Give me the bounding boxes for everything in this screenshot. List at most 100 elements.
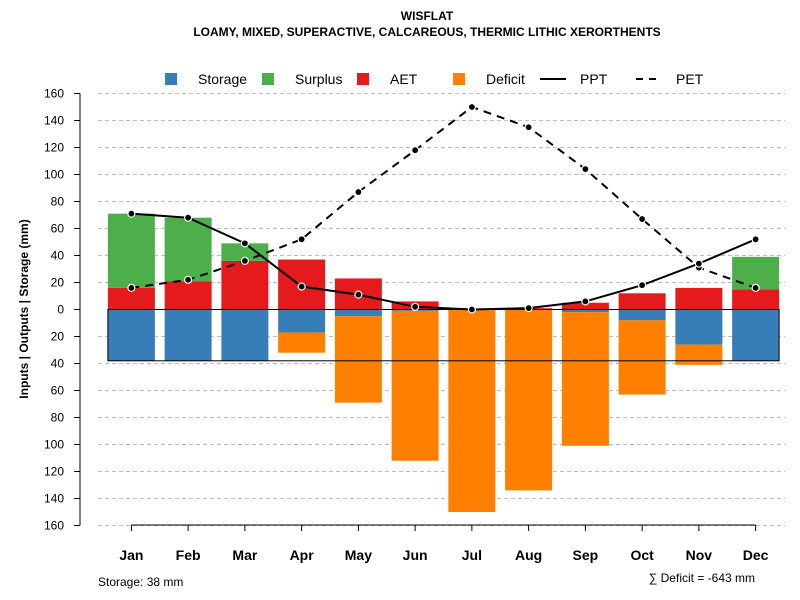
x-tick-label: Jul <box>462 547 482 563</box>
y-tick-label: 40 <box>51 249 65 263</box>
x-tick-label: Aug <box>515 547 542 563</box>
pet-point <box>581 165 590 174</box>
pet-point <box>411 146 420 155</box>
pet-point <box>184 275 193 284</box>
ppt-point <box>581 297 590 306</box>
y-tick-label: 20 <box>51 330 65 344</box>
ppt-point <box>184 213 193 222</box>
legend-storage-label: Storage <box>198 71 247 87</box>
chart-subtitle: LOAMY, MIXED, SUPERACTIVE, CALCAREOUS, T… <box>193 25 660 39</box>
storage-bar <box>221 309 269 361</box>
ppt-line <box>131 212 757 311</box>
aet-bar <box>164 281 212 310</box>
y-tick-label: 80 <box>51 195 65 209</box>
bars <box>107 213 780 512</box>
x-tick-label: Apr <box>290 547 315 563</box>
deficit-bar <box>278 332 326 353</box>
y-tick-label: 0 <box>57 303 64 317</box>
storage-note: Storage: 38 mm <box>98 575 183 589</box>
storage-bar <box>561 309 609 313</box>
lines <box>127 102 760 314</box>
storage-bar <box>618 309 666 321</box>
legend-surplus-swatch <box>262 73 274 85</box>
pet-point <box>467 102 476 112</box>
legend-ppt-label: PPT <box>580 71 608 87</box>
ppt-point <box>411 302 420 311</box>
aet-bar <box>221 260 269 310</box>
deficit-total: ∑ Deficit = -643 mm <box>649 571 755 585</box>
y-tick-label: 100 <box>44 438 64 452</box>
x-tick-label: Nov <box>686 547 713 563</box>
storage-bar <box>107 309 155 361</box>
surplus-bar <box>107 213 155 288</box>
aet-bar <box>618 293 666 310</box>
axes: 160 140 120 100 80 60 40 20 0 20 40 60 80 100 120 140 16… <box>44 87 769 564</box>
aet-bar <box>732 289 780 310</box>
legend-pet-label: PET <box>676 71 704 87</box>
legend-surplus-label: Surplus <box>295 71 342 87</box>
deficit-bar <box>391 310 439 461</box>
legend-aet-label: AET <box>390 71 418 87</box>
deficit-bar <box>448 309 496 512</box>
aet-bar <box>675 287 723 310</box>
legend-deficit-swatch <box>453 73 465 85</box>
chart-title: WISFLAT <box>401 9 454 23</box>
storage-capacity-frame <box>107 309 780 362</box>
ppt-point <box>240 239 249 248</box>
y-tick-label: 80 <box>51 411 65 425</box>
aet-bar <box>561 302 609 310</box>
legend-deficit-label: Deficit <box>486 71 525 87</box>
legend: Storage Surplus AET Deficit PPT PET <box>165 71 704 87</box>
pet-point <box>354 187 363 197</box>
overlay <box>107 309 780 362</box>
storage-bar <box>334 309 382 317</box>
pet-point <box>240 256 249 265</box>
y-tick-label: 120 <box>44 141 64 155</box>
pet-point <box>638 214 647 224</box>
pet-point <box>127 283 136 292</box>
ppt-point <box>524 304 533 313</box>
y-tick-label: 140 <box>44 114 64 128</box>
surplus-bar <box>164 217 212 282</box>
ppt-point <box>694 259 703 268</box>
y-tick-label: 100 <box>44 168 64 182</box>
y-tick-label: 140 <box>44 492 64 506</box>
y-tick-label: 120 <box>44 465 64 479</box>
pet-point <box>751 283 760 292</box>
x-tick-label: Dec <box>743 547 769 563</box>
x-tick-label: Jun <box>403 547 428 563</box>
ppt-point <box>354 290 363 299</box>
ppt-point <box>638 281 647 290</box>
ppt-point <box>127 209 136 218</box>
y-tick-label: 60 <box>51 384 65 398</box>
pet-line <box>131 105 756 289</box>
ppt-point <box>751 235 760 244</box>
deficit-bar <box>675 344 723 365</box>
legend-storage-swatch <box>165 73 177 85</box>
storage-bar <box>675 309 723 345</box>
x-tick-label: Oct <box>630 547 654 563</box>
x-tick-label: Jan <box>119 547 143 563</box>
storage-bar <box>278 309 326 333</box>
deficit-bar <box>334 316 382 403</box>
y-tick-label: 20 <box>51 276 65 290</box>
deficit-bar <box>561 312 609 446</box>
deficit-bar <box>618 320 666 395</box>
x-tick-label: Feb <box>176 547 201 563</box>
legend-aet-swatch <box>357 73 369 85</box>
storage-bar <box>732 309 780 361</box>
storage-bar <box>164 309 212 361</box>
y-tick-label: 40 <box>51 357 65 371</box>
y-tick-label: 160 <box>44 87 64 101</box>
x-tick-label: Mar <box>232 547 257 563</box>
x-tick-label: May <box>345 547 372 563</box>
y-tick-label: 160 <box>44 519 64 533</box>
y-tick-label: 60 <box>51 222 65 236</box>
deficit-bar <box>505 309 553 491</box>
ppt-point <box>467 305 476 314</box>
aet-bar <box>107 287 155 310</box>
pet-point <box>524 123 533 132</box>
y-axis-label: Inputs | Outputs | Storage (mm) <box>17 219 31 398</box>
pet-point <box>297 235 306 244</box>
